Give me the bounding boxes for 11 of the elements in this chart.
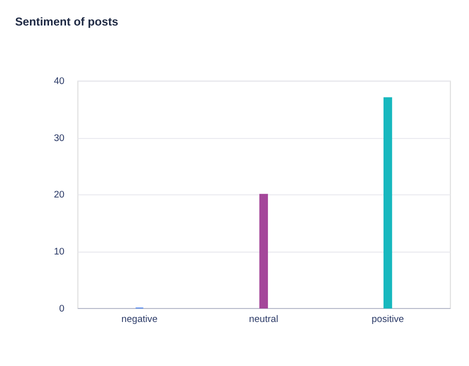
bar (384, 97, 392, 308)
y-tick-label: 10 (54, 246, 64, 258)
x-tick-label: negative (121, 314, 158, 325)
y-tick-label: 0 (59, 303, 64, 314)
x-tick-label: neutral (249, 314, 278, 325)
x-tick-label: positive (372, 314, 404, 325)
y-tick-label: 40 (54, 76, 64, 88)
y-tick-label: 20 (54, 190, 64, 201)
bar (259, 194, 268, 308)
chart-title: Sentiment of posts (15, 16, 118, 28)
y-tick-label: 30 (54, 132, 64, 144)
